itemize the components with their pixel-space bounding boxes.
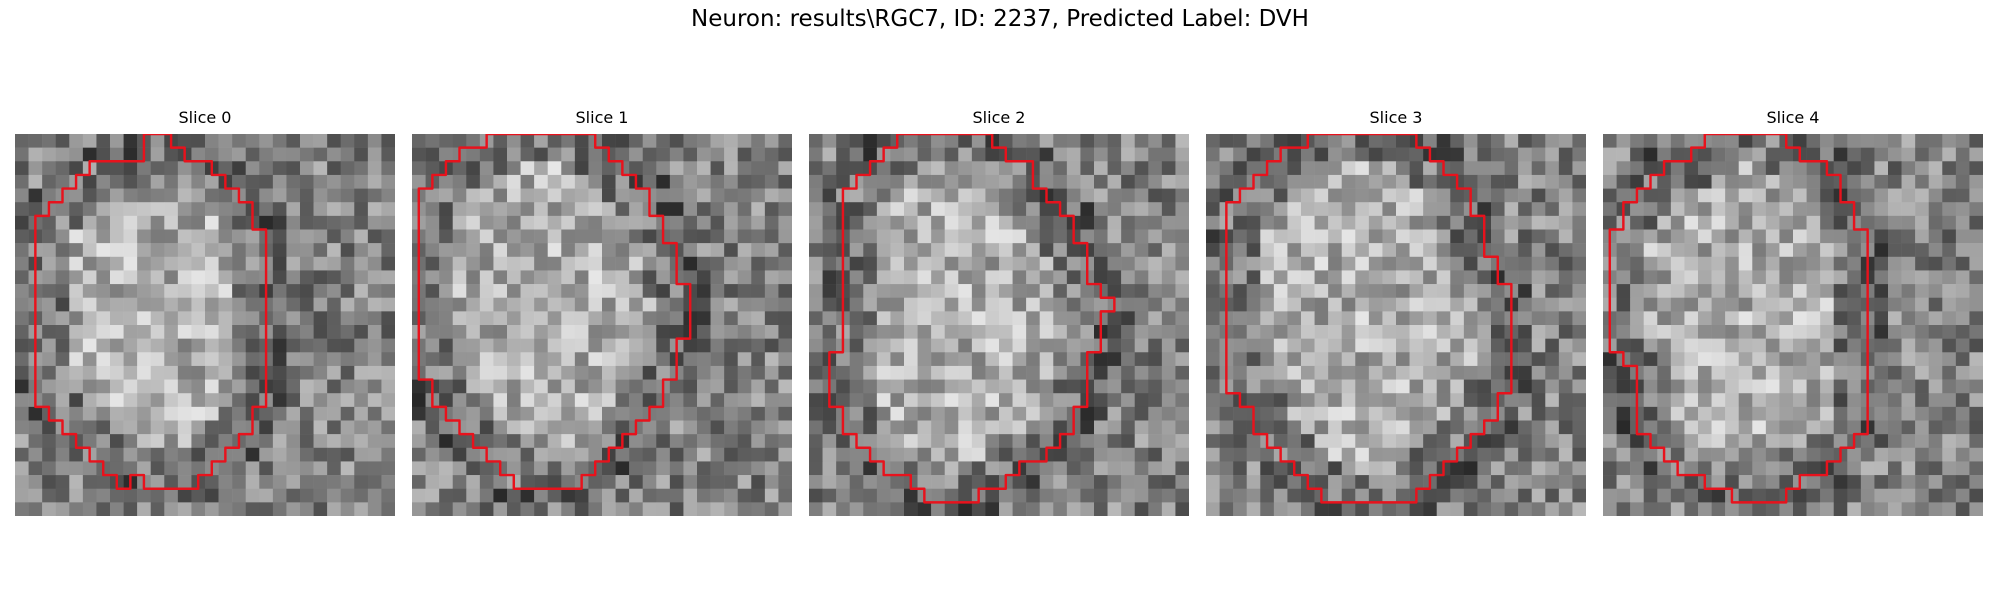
cell-contour-4 — [1608, 134, 1869, 504]
cell-contour-0 — [34, 134, 268, 490]
slice-image-0 — [15, 134, 395, 516]
slice-image-4 — [1603, 134, 1983, 516]
cell-contour-1 — [417, 134, 692, 490]
slice-title-2: Slice 2 — [972, 108, 1026, 127]
slice-pixels — [1206, 134, 1586, 516]
slice-pixels — [1603, 134, 1983, 516]
slice-image-3 — [1206, 134, 1586, 516]
slice-pixels — [15, 134, 395, 516]
figure-title: Neuron: results\RGC7, ID: 2237, Predicte… — [691, 6, 1309, 32]
slice-image-2 — [809, 134, 1189, 516]
slice-pixels — [809, 134, 1189, 516]
slice-title-0: Slice 0 — [178, 108, 232, 127]
slice-title-3: Slice 3 — [1369, 108, 1423, 127]
slice-image-1 — [412, 134, 792, 516]
slice-pixels — [412, 134, 792, 516]
cell-contour-3 — [1225, 134, 1513, 504]
slice-title-1: Slice 1 — [575, 108, 629, 127]
slice-title-4: Slice 4 — [1766, 108, 1820, 127]
cell-contour-2 — [828, 134, 1116, 504]
